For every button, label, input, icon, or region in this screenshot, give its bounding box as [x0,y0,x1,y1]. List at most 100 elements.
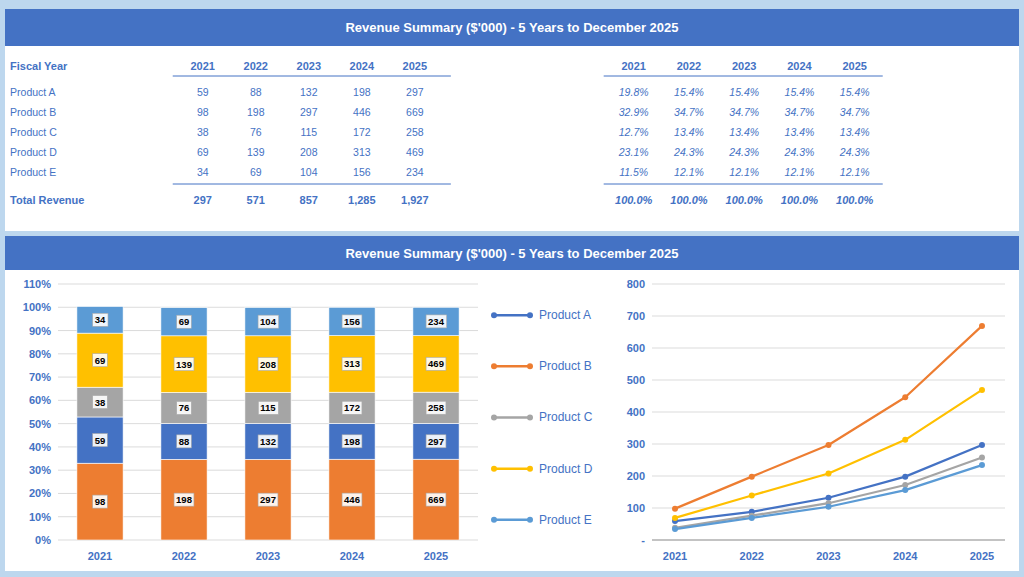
point [902,482,908,488]
x-tick-label: 2024 [340,550,365,562]
point [979,442,985,448]
table-cell: 12.1% [840,166,870,178]
table-cell: 100.0% [836,194,874,206]
grid-line [652,540,1005,541]
table-cell: 34.7% [674,106,704,118]
bar-segment [161,392,207,423]
table-cell: 15.4% [785,86,815,98]
table-cell: 59 [197,86,209,98]
table-header: 2022 [244,60,268,72]
table-cell: 88 [250,86,262,98]
point [902,474,908,480]
data-label-box [177,401,192,414]
row-name: Product B [10,106,56,118]
point [902,437,908,443]
table-header: 2021 [621,60,645,72]
bar-segment [77,417,123,463]
table-cell: 19.8% [619,86,649,98]
table-cell: 297 [300,106,318,118]
legend-swatch [491,466,497,472]
bar-segment [413,392,459,423]
table-cell: 115 [300,126,317,138]
data-label: 69 [179,316,190,327]
legend-swatch [494,314,530,317]
legend-swatch [527,363,533,369]
table-cell: 32.9% [619,106,649,118]
bar-segment [245,459,291,540]
page: Revenue Summary ($'000) - 5 Years to Dec… [0,0,1024,577]
y-tick-label: 10% [29,511,51,523]
data-label: 198 [344,436,360,447]
row-name: Product D [10,146,57,158]
table-cell: 69 [250,166,262,178]
point [979,462,985,468]
table-cell: 297 [194,194,212,206]
table-cell: 24.3% [784,146,815,158]
table-cell: 34.7% [729,106,759,118]
data-label: 132 [260,436,276,447]
outer-background [0,0,1024,577]
grid-line [652,284,1005,285]
y-tick-label: 700 [627,310,645,322]
table-header: 2025 [842,60,866,72]
legend-swatch [494,416,530,419]
data-label-box [342,315,362,328]
data-label: 313 [344,358,360,369]
x-tick-label: 2023 [816,550,840,562]
data-label-box [426,357,446,370]
line [675,465,982,529]
table-cell: 34.7% [840,106,870,118]
y-tick-label: 20% [29,487,51,499]
point [979,323,985,329]
bar-segment [413,459,459,540]
title: Revenue Summary ($'000) - 5 Years to Dec… [345,246,678,261]
table-panel [5,9,1019,231]
y-tick-label: 300 [627,438,645,450]
y-tick-label: 400 [627,406,645,418]
table-cell: 12.7% [619,126,649,138]
bar-segment [329,459,375,540]
line [675,457,982,527]
data-label: 446 [344,494,360,505]
y-tick-label: 110% [23,278,51,290]
point [672,515,678,521]
bar-segment [413,307,459,335]
table-cell: 172 [353,126,371,138]
data-label-box [342,493,362,506]
data-label: 669 [428,494,444,505]
data-label-box [174,493,194,506]
table-header: Fiscal Year [10,60,68,72]
data-label-box [174,358,194,371]
data-label: 139 [176,359,192,370]
bar-segment [161,459,207,540]
table-rule [604,184,883,185]
x-axis-line [652,540,1005,541]
data-label-box [342,357,362,370]
table-cell: 100.0% [670,194,708,206]
legend-swatch [494,519,530,522]
table-cell: 15.4% [729,86,759,98]
legend-entry: Product C [539,410,593,424]
legend-entry: Product D [539,462,593,476]
table-cell: 104 [300,166,318,178]
row-name: Product E [10,166,56,178]
point [749,515,755,521]
chart-panel [5,236,1019,571]
legend-swatch [494,365,530,368]
header-bar [5,236,1019,270]
line [675,445,982,521]
x-tick-label: 2021 [88,550,112,562]
data-label: 98 [95,496,106,507]
point [749,493,755,499]
bar-segment [329,392,375,423]
y-tick-label: 600 [627,342,645,354]
table-cell: 12.1% [785,166,815,178]
point [826,470,832,476]
data-label: 469 [428,358,444,369]
y-tick-label: 0% [35,534,51,546]
table-rule [173,184,451,185]
x-tick-label: 2024 [893,550,918,562]
data-label: 258 [428,402,444,413]
bar-segment [77,463,123,540]
table-cell: 446 [353,106,371,118]
